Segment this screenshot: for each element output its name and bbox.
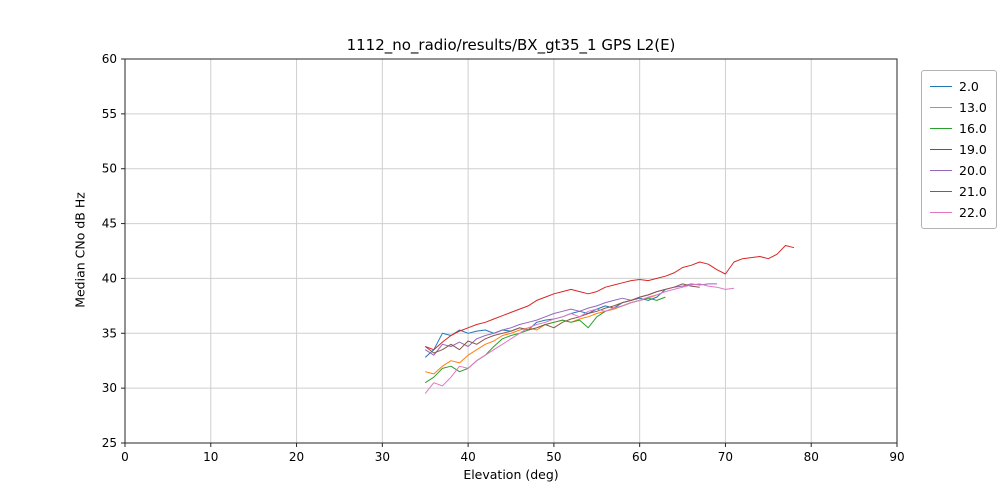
legend-label: 22.0: [959, 205, 987, 220]
legend-item-2.0: 2.0: [930, 76, 987, 97]
y-tick-label: 40: [102, 271, 117, 285]
x-tick-label: 50: [546, 450, 561, 464]
series-line-16.0: [424, 296, 666, 384]
y-axis-label: Median CNo dB Hz: [72, 192, 88, 308]
x-tick-label: 10: [203, 450, 218, 464]
y-tick-label: 25: [102, 436, 117, 450]
legend-line-sample: [930, 128, 952, 129]
x-tick-label: 30: [375, 450, 390, 464]
x-tick-label: 60: [632, 450, 647, 464]
x-tick-label: 80: [804, 450, 819, 464]
y-tick-label: 35: [102, 326, 117, 340]
legend-item-19.0: 19.0: [930, 139, 987, 160]
legend-line-sample: [930, 191, 952, 192]
plot-border: [124, 58, 898, 444]
y-tick-label: 55: [102, 107, 117, 121]
x-tick-label: 0: [121, 450, 129, 464]
x-tick-label: 70: [718, 450, 733, 464]
legend-item-21.0: 21.0: [930, 181, 987, 202]
legend-label: 13.0: [959, 100, 987, 115]
series-line-22.0: [424, 283, 735, 394]
series-line-19.0: [425, 245, 795, 351]
series-line-21.0: [424, 283, 700, 354]
series-line-13.0: [425, 294, 657, 375]
x-tick-label: 40: [460, 450, 475, 464]
y-tick-label: 50: [102, 162, 117, 176]
x-axis-label: Elevation (deg): [463, 467, 559, 482]
legend-item-13.0: 13.0: [930, 97, 987, 118]
legend-line-sample: [930, 212, 952, 213]
legend-label: 19.0: [959, 142, 987, 157]
legend-item-22.0: 22.0: [930, 202, 987, 223]
legend-line-sample: [930, 170, 952, 171]
legend-label: 16.0: [959, 121, 987, 136]
legend-item-16.0: 16.0: [930, 118, 987, 139]
y-tick-label: 45: [102, 217, 117, 231]
legend: 2.0 13.0 16.0 19.0 20.0 21.0 22.0: [921, 70, 997, 229]
legend-label: 21.0: [959, 184, 987, 199]
x-tick-label: 90: [889, 450, 904, 464]
legend-label: 20.0: [959, 163, 987, 178]
y-tick-label: 60: [102, 52, 117, 66]
legend-line-sample: [930, 149, 952, 150]
x-tick-label: 20: [289, 450, 304, 464]
legend-line-sample: [930, 107, 952, 108]
legend-line-sample: [930, 86, 952, 87]
chart-title: 1112_no_radio/results/BX_gt35_1 GPS L2(E…: [346, 36, 676, 54]
legend-item-20.0: 20.0: [930, 160, 987, 181]
legend-label: 2.0: [959, 79, 979, 94]
series-line-20.0: [424, 283, 717, 356]
y-tick-label: 30: [102, 381, 117, 395]
